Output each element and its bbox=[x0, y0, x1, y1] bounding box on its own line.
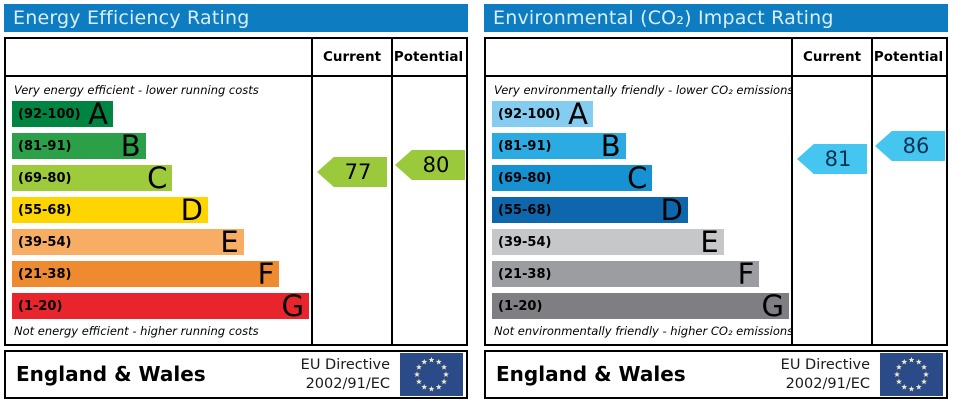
caption-bottom: Not energy efficient - higher running co… bbox=[14, 324, 259, 338]
band-bar: (21-38) F bbox=[12, 257, 280, 291]
bands: (92-100) A (81-91) B (69-80) C (55-68) D (39-54)… bbox=[12, 97, 309, 325]
band-letter: C bbox=[147, 161, 168, 195]
environmental-impact-panel: Environmental (CO₂) Impact Rating Curren… bbox=[484, 4, 948, 399]
band-letter: G bbox=[761, 289, 784, 323]
region-label: England & Wales bbox=[496, 362, 686, 386]
region-label: England & Wales bbox=[16, 362, 206, 386]
band-row-d: (55-68) D bbox=[12, 193, 309, 227]
band-row-f: (21-38) F bbox=[492, 257, 789, 291]
current-column-header: Current bbox=[322, 49, 382, 65]
band-letter: E bbox=[220, 225, 239, 259]
band-range-label: (39-54) bbox=[498, 234, 552, 250]
column-divider bbox=[391, 39, 393, 344]
band-row-b: (81-91) B bbox=[12, 129, 309, 163]
band-range-label: (55-68) bbox=[498, 202, 552, 218]
band-row-b: (81-91) B bbox=[492, 129, 789, 163]
band-letter: F bbox=[257, 257, 275, 291]
rating-table: Current Potential Very energy efficient … bbox=[4, 37, 468, 346]
band-letter: F bbox=[737, 257, 755, 291]
band-bar: (55-68) D bbox=[12, 193, 209, 227]
band-range-label: (81-91) bbox=[18, 138, 72, 154]
column-divider bbox=[311, 39, 313, 344]
column-divider bbox=[871, 39, 873, 344]
current-rating-arrow: 81 bbox=[797, 144, 867, 174]
header-divider bbox=[6, 75, 466, 77]
band-range-label: (21-38) bbox=[498, 266, 552, 282]
band-range-label: (69-80) bbox=[18, 170, 72, 186]
bands: (92-100) A (81-91) B (69-80) C (55-68) D (39-54)… bbox=[492, 97, 789, 325]
band-bar: (69-80) C bbox=[12, 161, 173, 195]
band-bar: (92-100) A bbox=[12, 97, 113, 131]
band-bar: (69-80) C bbox=[492, 161, 653, 195]
band-bar: (81-91) B bbox=[12, 129, 146, 163]
potential-rating-arrow: 86 bbox=[875, 131, 945, 161]
caption-top: Very environmentally friendly - lower CO… bbox=[494, 83, 794, 97]
band-letter: E bbox=[700, 225, 719, 259]
band-range-label: (1-20) bbox=[18, 298, 63, 314]
header-divider bbox=[486, 75, 946, 77]
band-range-label: (69-80) bbox=[498, 170, 552, 186]
band-range-label: (21-38) bbox=[18, 266, 72, 282]
potential-rating-arrow: 80 bbox=[395, 150, 465, 180]
column-divider bbox=[791, 39, 793, 344]
band-bar: (1-20) G bbox=[492, 289, 789, 323]
footer: England & Wales EU Directive 2002/91/EC bbox=[484, 350, 948, 399]
band-letter: D bbox=[180, 193, 204, 227]
band-letter: D bbox=[660, 193, 684, 227]
potential-column-header: Potential bbox=[873, 49, 944, 65]
footer: England & Wales EU Directive 2002/91/EC bbox=[4, 350, 468, 399]
band-letter: B bbox=[120, 129, 141, 163]
band-bar: (39-54) E bbox=[12, 225, 244, 259]
band-bar: (81-91) B bbox=[492, 129, 626, 163]
rating-table: Current Potential Very environmentally f… bbox=[484, 37, 948, 346]
eu-directive-label: EU Directive 2002/91/EC bbox=[780, 357, 870, 392]
band-row-a: (92-100) A bbox=[12, 97, 309, 131]
band-row-f: (21-38) F bbox=[12, 257, 309, 291]
potential-column-header: Potential bbox=[393, 49, 464, 65]
band-bar: (21-38) F bbox=[492, 257, 760, 291]
band-row-g: (1-20) G bbox=[492, 289, 789, 323]
band-row-c: (69-80) C bbox=[492, 161, 789, 195]
band-range-label: (55-68) bbox=[18, 202, 72, 218]
panel-title: Environmental (CO₂) Impact Rating bbox=[484, 4, 948, 32]
band-range-label: (92-100) bbox=[18, 106, 81, 122]
band-range-label: (39-54) bbox=[18, 234, 72, 250]
caption-top: Very energy efficient - lower running co… bbox=[14, 83, 259, 97]
eu-flag-icon bbox=[880, 353, 943, 396]
band-row-a: (92-100) A bbox=[492, 97, 789, 131]
current-rating-arrow: 77 bbox=[317, 157, 387, 187]
band-row-g: (1-20) G bbox=[12, 289, 309, 323]
caption-bottom: Not environmentally friendly - higher CO… bbox=[494, 324, 794, 338]
band-bar: (92-100) A bbox=[492, 97, 593, 131]
eu-directive-label: EU Directive 2002/91/EC bbox=[300, 357, 390, 392]
band-row-e: (39-54) E bbox=[492, 225, 789, 259]
band-bar: (55-68) D bbox=[492, 193, 689, 227]
band-bar: (39-54) E bbox=[492, 225, 724, 259]
band-row-c: (69-80) C bbox=[12, 161, 309, 195]
band-range-label: (81-91) bbox=[498, 138, 552, 154]
band-letter: A bbox=[568, 97, 588, 131]
band-bar: (1-20) G bbox=[12, 289, 309, 323]
current-column-header: Current bbox=[802, 49, 862, 65]
panel-title: Energy Efficiency Rating bbox=[4, 4, 468, 32]
band-letter: A bbox=[88, 97, 108, 131]
eu-flag-icon bbox=[400, 353, 463, 396]
band-letter: G bbox=[281, 289, 304, 323]
band-row-e: (39-54) E bbox=[12, 225, 309, 259]
band-letter: B bbox=[600, 129, 621, 163]
band-row-d: (55-68) D bbox=[492, 193, 789, 227]
band-letter: C bbox=[627, 161, 648, 195]
band-range-label: (1-20) bbox=[498, 298, 543, 314]
energy-efficiency-panel: Energy Efficiency Rating Current Potenti… bbox=[4, 4, 468, 399]
band-range-label: (92-100) bbox=[498, 106, 561, 122]
